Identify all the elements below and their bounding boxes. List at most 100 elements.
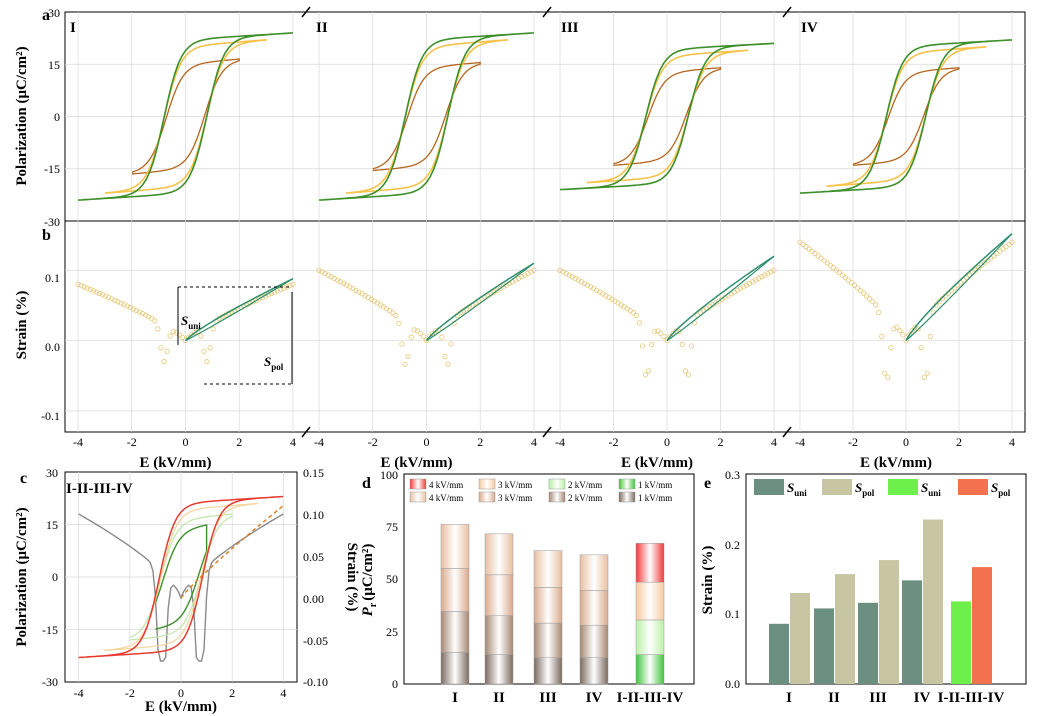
panel-b-ylabel: Strain (%) — [14, 291, 30, 360]
panel-c: c I-II-III-IV 30 15 0 -15 -30 0.15 0.10 … — [14, 466, 360, 715]
stacked-bar-segment — [579, 624, 609, 659]
strain-marker — [124, 303, 130, 309]
panel-b-xticks: -4 -2 0 2 4 -4 -2 0 2 4 -4 -2 0 2 4 -4 -2 0 2 4 — [73, 435, 1015, 449]
panel-b-curves — [75, 233, 1015, 381]
strain-marker — [915, 326, 921, 332]
panel-d-legend: 4 kV/mm 3 kV/mm 2 kV/mm 1 kV/mm 4 kV/mm 3 kV/… — [409, 478, 672, 503]
panel-a-b: a b 30 15 0 -15 -30 Polarization (μC/cm²… — [14, 6, 1026, 471]
panel-c-ylabel-right: Strain (%) — [344, 543, 360, 612]
strain-marker — [519, 274, 525, 280]
strain-marker — [133, 307, 139, 314]
stacked-bar-segment — [484, 615, 514, 655]
hysteresis-loop-3kv — [104, 502, 259, 652]
stacked-bar-segment — [533, 657, 563, 685]
stacked-bar-segment — [440, 611, 470, 653]
strain-marker — [87, 286, 93, 293]
bar-suni — [769, 623, 789, 684]
strain-marker — [864, 293, 870, 299]
strain-marker — [851, 282, 858, 288]
panel-e-bars — [769, 519, 992, 684]
strain-marker — [566, 272, 572, 278]
strain-marker — [118, 300, 124, 306]
strain-marker — [655, 328, 661, 334]
axis-break-mark — [301, 426, 311, 438]
strain-marker — [201, 348, 207, 354]
strain-marker — [936, 298, 942, 305]
strain-marker — [531, 267, 537, 273]
stacked-bar-segment — [440, 652, 470, 685]
stacked-bar-segment — [484, 654, 514, 685]
strain-marker — [210, 326, 216, 332]
strain-marker — [170, 329, 176, 335]
strain-marker — [633, 312, 640, 318]
strain-marker — [997, 248, 1003, 254]
bar-suni — [951, 601, 971, 684]
panel-d-yticks: 100 75 50 25 0 — [380, 468, 398, 691]
strain-marker — [130, 306, 136, 312]
strain-marker — [281, 285, 287, 291]
panel-b-letter: b — [42, 227, 51, 244]
b-xlabel: E (kV/mm) — [860, 455, 932, 471]
b-xtick: 0 — [903, 435, 909, 449]
strain-marker — [830, 265, 836, 271]
panel-a-ylabel: Polarization (μC/cm²) — [14, 46, 30, 185]
panel-b-yticks: 0.1 0.0 -0.1 — [41, 271, 60, 423]
c-ytick-right: 0.05 — [303, 550, 324, 564]
strain-marker — [963, 275, 970, 281]
axis-break-marks — [301, 6, 792, 438]
unipolar-strain-curve — [425, 262, 535, 342]
b-xtick: 2 — [717, 435, 723, 449]
bar-spol — [923, 519, 943, 684]
b-xtick: -2 — [127, 435, 137, 449]
strain-marker — [417, 330, 423, 337]
strain-marker — [78, 282, 84, 289]
b-xlabel: E (kV/mm) — [380, 455, 452, 471]
c-ytick-right: 0.10 — [303, 508, 324, 522]
strain-marker — [806, 246, 812, 252]
annot-suni-label: Suni — [181, 313, 201, 331]
stacked-bar-segment — [635, 543, 665, 583]
c-xtick: -4 — [74, 686, 84, 700]
legend-label: 2 kV/mm — [568, 493, 602, 503]
unipolar-strain-curve — [666, 255, 775, 342]
strain-marker — [139, 310, 146, 317]
strain-marker — [142, 312, 149, 318]
strain-marker — [448, 341, 454, 347]
panel-d: d 100 75 50 25 0 Pr(μC/cm²) I II III IV I-II… — [360, 468, 695, 706]
strain-marker — [396, 320, 402, 326]
c-ytick-left: 15 — [46, 518, 58, 532]
strain-marker — [127, 304, 133, 311]
a-ytick: -15 — [44, 162, 60, 176]
strain-marker — [405, 353, 411, 360]
strain-marker — [836, 270, 842, 276]
unipolar-strain-curve — [184, 278, 294, 342]
unipolar-strain-dashed — [180, 505, 284, 599]
b-xtick: 2 — [956, 435, 962, 449]
strain-marker — [879, 333, 885, 340]
strain-marker — [198, 333, 204, 339]
strain-marker — [563, 270, 569, 277]
strain-marker — [420, 333, 427, 340]
bar-suni — [902, 580, 922, 684]
stacked-bar-segment — [440, 524, 470, 569]
legend-swatch — [478, 491, 496, 503]
hysteresis-loop-4kv — [559, 42, 775, 191]
strain-marker — [182, 337, 189, 344]
strain-marker — [803, 244, 809, 250]
legend-label: 3 kV/mm — [498, 480, 532, 490]
panel-b-xlabels: E (kV/mm) E (kV/mm) E (kV/mm) E (kV/mm) — [139, 455, 932, 471]
strain-marker — [821, 257, 827, 264]
legend-swatch — [548, 491, 566, 503]
hysteresis-loop-4kv — [799, 39, 1013, 194]
panel-a-yticks: 30 15 0 -15 -30 — [44, 6, 60, 229]
subplot-label-I: I — [70, 20, 76, 36]
panel-e-yticks: 0.3 0.2 0.1 0.0 — [725, 468, 740, 691]
unipolar-strain-curve — [905, 233, 1013, 341]
c-xtick: -2 — [125, 686, 135, 700]
strain-marker — [256, 296, 262, 302]
strain-marker — [664, 337, 670, 344]
e-ytick: 0.0 — [725, 677, 740, 691]
hysteresis-loop-2kv — [372, 61, 481, 172]
legend-label: Spol — [991, 480, 1011, 498]
c-xtick: 2 — [229, 686, 235, 700]
